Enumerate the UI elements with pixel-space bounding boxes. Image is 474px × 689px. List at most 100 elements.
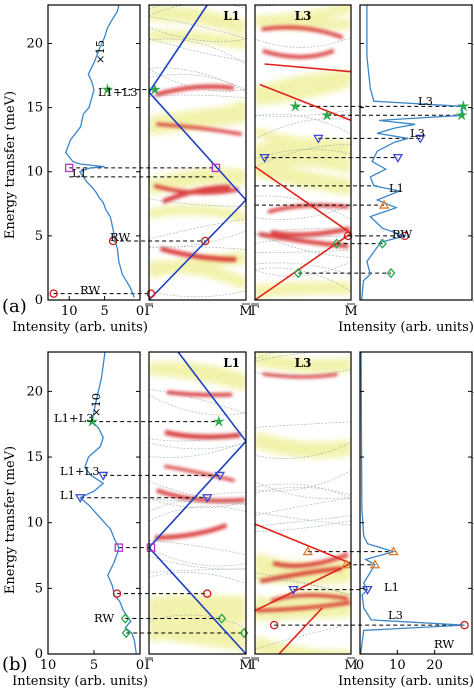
data-marker-star: [86, 415, 99, 427]
spectrum-line: [360, 351, 465, 655]
data-marker-star: [455, 108, 468, 121]
y-axis-label-b: Energy transfer (meV): [3, 446, 18, 594]
dispersion-line: [254, 523, 352, 565]
data-marker-diamond: [332, 238, 342, 249]
data-marker-triangle-up: [340, 559, 352, 569]
data-marker-triangle-up: [369, 559, 381, 569]
spectrum-line: [64, 4, 135, 298]
x-tick-label: 10: [61, 304, 78, 319]
q-label-gamma: Γ: [250, 658, 259, 673]
dispersion-line: [148, 91, 247, 201]
data-marker-triangle-down: [97, 471, 109, 481]
data-marker-triangle-down: [74, 494, 86, 504]
dispersion-line: [177, 351, 247, 442]
plot-frame: [254, 351, 352, 655]
annotation: RW: [94, 611, 114, 625]
annotation: RW: [392, 227, 412, 241]
data-marker-triangle-down: [201, 494, 213, 504]
data-marker-triangle-down: [288, 586, 299, 595]
data-marker-triangle-down: [214, 471, 226, 481]
annotation-scale: ×15: [93, 40, 107, 64]
data-marker-diamond: [386, 267, 396, 279]
panel-label-a: (a): [2, 296, 27, 317]
dispersion-line: [148, 440, 247, 549]
y-tick-label: 15: [26, 101, 43, 116]
x-axis-label-a-right: Intensity (arb. units): [338, 320, 474, 335]
data-marker-diamond: [121, 627, 131, 639]
dispersion-line: [259, 83, 352, 122]
data-marker-star: [320, 109, 334, 121]
annotation: L1+L3: [98, 85, 138, 99]
y-tick-label: 15: [26, 450, 43, 465]
data-marker-circle: [343, 231, 353, 241]
dispersion-line: [278, 607, 323, 655]
y-tick-label: 20: [26, 36, 43, 51]
data-marker-diamond: [217, 613, 227, 624]
plot-frame: [254, 4, 352, 301]
panel-title-l1: L1: [223, 9, 240, 23]
data-marker-diamond: [293, 267, 303, 279]
data-marker-circle: [49, 289, 58, 298]
data-marker-square: [211, 163, 221, 173]
data-marker-circle: [400, 231, 410, 241]
data-marker-triangle-down: [259, 153, 270, 163]
y-tick-label: 20: [26, 384, 43, 399]
data-marker-circle: [108, 236, 118, 246]
data-marker-circle: [460, 620, 469, 630]
annotation: RW: [434, 637, 454, 651]
q-label-gamma: Γ: [250, 304, 259, 319]
annotation: L1: [384, 580, 399, 594]
intensity-map: [255, 352, 351, 654]
panel-label-b: (b): [2, 654, 28, 675]
y-tick-label: 5: [35, 581, 43, 596]
y-tick-label: 10: [26, 516, 43, 531]
data-marker-star: [289, 99, 302, 112]
annotation-scale: ×10: [89, 393, 103, 417]
dispersion-line: [254, 165, 352, 234]
dispersion-line: [254, 232, 352, 301]
intensity-map: [149, 5, 246, 298]
x-axis-label-a-left: Intensity (arb. units): [12, 320, 148, 335]
x-tick-label: 0: [136, 304, 144, 319]
data-marker-circle: [112, 589, 122, 598]
data-marker-triangle-down: [362, 586, 373, 595]
annotation: L1: [60, 488, 75, 502]
plot-frame: [359, 351, 473, 655]
data-marker-star: [457, 99, 470, 112]
annotation: L3: [388, 608, 403, 622]
x-tick-label: 10: [40, 658, 57, 673]
data-marker-circle: [202, 589, 212, 598]
x-tick-label: 0: [356, 658, 364, 673]
plot-frame: [148, 4, 247, 301]
spectrum-line: [361, 5, 465, 301]
data-marker-star: [101, 83, 114, 95]
intensity-map: [149, 361, 246, 651]
data-marker-triangle-up: [302, 546, 314, 556]
x-tick-label: 5: [100, 304, 108, 319]
data-marker-triangle-down: [392, 153, 404, 163]
annotation: L1: [389, 181, 404, 195]
panel-title-l1: L1: [223, 356, 240, 370]
panel-title-l3: L3: [295, 9, 312, 23]
q-label-m: M: [344, 304, 357, 319]
data-marker-square: [146, 543, 156, 552]
panel-title-l3: L3: [295, 356, 312, 370]
q-label-m: M: [239, 304, 252, 319]
annotation: L3: [418, 94, 433, 108]
data-marker-square: [64, 163, 74, 173]
data-marker-triangle-up: [378, 199, 390, 209]
data-marker-circle: [269, 620, 279, 630]
x-tick-label: 10: [389, 658, 406, 673]
data-marker-star: [148, 83, 161, 95]
dispersion-line: [148, 199, 247, 301]
annotation: L1+L3: [54, 411, 94, 425]
data-marker-triangle-down: [313, 134, 324, 144]
spectrum-line: [79, 351, 137, 655]
data-marker-diamond: [120, 613, 130, 624]
annotation: RW: [110, 230, 130, 244]
x-tick-label: 5: [90, 658, 98, 673]
data-marker-circle: [146, 289, 156, 298]
q-label-m: M: [344, 658, 357, 673]
plot-frame: [47, 4, 141, 301]
